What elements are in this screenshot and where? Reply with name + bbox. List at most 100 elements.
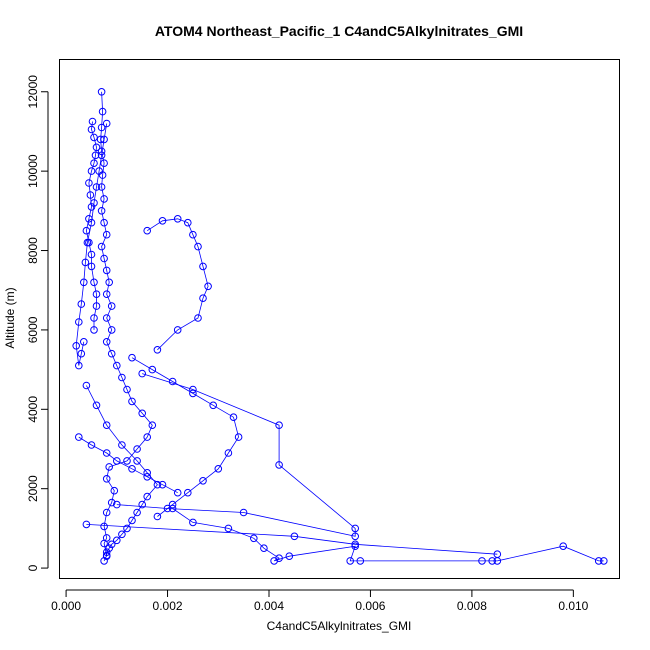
- data-point: [100, 254, 108, 263]
- data-point: [153, 512, 162, 521]
- data-point: [351, 532, 360, 541]
- data-point: [173, 326, 182, 334]
- data-point: [194, 314, 202, 322]
- series-8: [113, 369, 360, 541]
- data-point: [90, 159, 98, 167]
- series-line: [116, 373, 356, 537]
- data-point: [87, 250, 96, 259]
- data-point: [153, 346, 162, 354]
- data-point: [102, 548, 111, 557]
- data-point: [158, 480, 167, 489]
- data-point: [123, 524, 131, 533]
- data-point: [87, 167, 96, 175]
- data-point: [87, 203, 96, 211]
- data-point: [97, 242, 106, 251]
- data-point: [100, 135, 108, 144]
- data-point: [128, 516, 136, 525]
- data-point: [97, 183, 106, 191]
- data-point: [88, 117, 97, 126]
- data-point: [478, 557, 486, 565]
- data-point: [250, 534, 258, 543]
- data-point: [346, 557, 355, 565]
- x-tick-label: 0.000: [51, 599, 81, 613]
- data-point: [102, 421, 111, 430]
- data-point: [92, 290, 101, 299]
- data-point: [209, 401, 217, 410]
- data-point: [102, 475, 111, 483]
- data-point: [95, 167, 103, 175]
- series-3: [72, 119, 111, 370]
- data-point: [102, 508, 111, 517]
- series-line: [86, 385, 158, 557]
- data-point: [98, 107, 107, 116]
- data-point: [184, 218, 192, 227]
- data-point: [204, 282, 212, 291]
- data-point: [168, 377, 177, 386]
- series-4: [82, 381, 162, 561]
- data-point: [143, 469, 151, 477]
- data-point: [100, 195, 108, 203]
- data-point: [260, 544, 268, 553]
- data-point: [214, 465, 223, 473]
- data-point: [143, 226, 151, 235]
- data-point: [105, 544, 113, 553]
- series-line: [131, 357, 240, 517]
- data-point: [189, 385, 197, 394]
- data-point: [153, 480, 162, 489]
- data-point: [118, 441, 126, 449]
- data-point: [275, 461, 283, 469]
- data-point: [92, 302, 101, 310]
- data-point: [107, 326, 116, 334]
- data-point: [138, 409, 146, 418]
- data-point: [118, 530, 126, 539]
- data-point: [77, 349, 86, 358]
- data-point: [600, 557, 608, 565]
- data-point: [224, 524, 233, 533]
- data-point: [97, 207, 106, 215]
- data-point: [107, 540, 116, 549]
- data-point: [107, 302, 116, 310]
- data-point: [102, 552, 111, 561]
- data-point: [100, 522, 108, 531]
- x-tick-label: 0.004: [254, 599, 284, 613]
- data-point: [102, 230, 111, 239]
- data-point: [143, 473, 151, 481]
- data-point: [90, 199, 98, 207]
- y-axis-label: Altitude (m): [3, 287, 17, 348]
- series-6: [143, 215, 212, 354]
- data-point: [102, 449, 111, 457]
- data-point: [81, 258, 90, 267]
- data-point: [102, 290, 111, 299]
- data-point: [275, 421, 283, 430]
- data-point: [173, 215, 182, 223]
- data-point: [285, 552, 294, 561]
- data-point: [100, 218, 108, 227]
- data-point: [163, 504, 172, 513]
- data-point: [97, 151, 106, 160]
- data-point: [102, 266, 111, 275]
- series-line: [86, 524, 498, 555]
- x-tick-label: 0.002: [153, 599, 183, 613]
- data-point: [559, 542, 568, 551]
- data-point: [113, 500, 121, 509]
- data-point: [199, 262, 207, 271]
- data-point: [143, 492, 151, 501]
- data-point: [83, 238, 92, 247]
- data-point: [594, 557, 603, 565]
- data-point: [75, 361, 83, 370]
- data-point: [97, 123, 106, 132]
- y-tick-label: 4000: [26, 396, 40, 423]
- data-point: [100, 159, 108, 167]
- data-point: [224, 449, 233, 457]
- data-point: [128, 465, 136, 473]
- data-point: [143, 433, 151, 441]
- data-point: [92, 401, 101, 410]
- plot-area: [72, 88, 608, 565]
- series-line: [100, 91, 153, 562]
- data-point: [113, 457, 121, 465]
- data-point: [133, 457, 141, 465]
- series-5: [168, 504, 608, 565]
- x-tick-label: 0.010: [558, 599, 588, 613]
- data-point: [102, 338, 111, 346]
